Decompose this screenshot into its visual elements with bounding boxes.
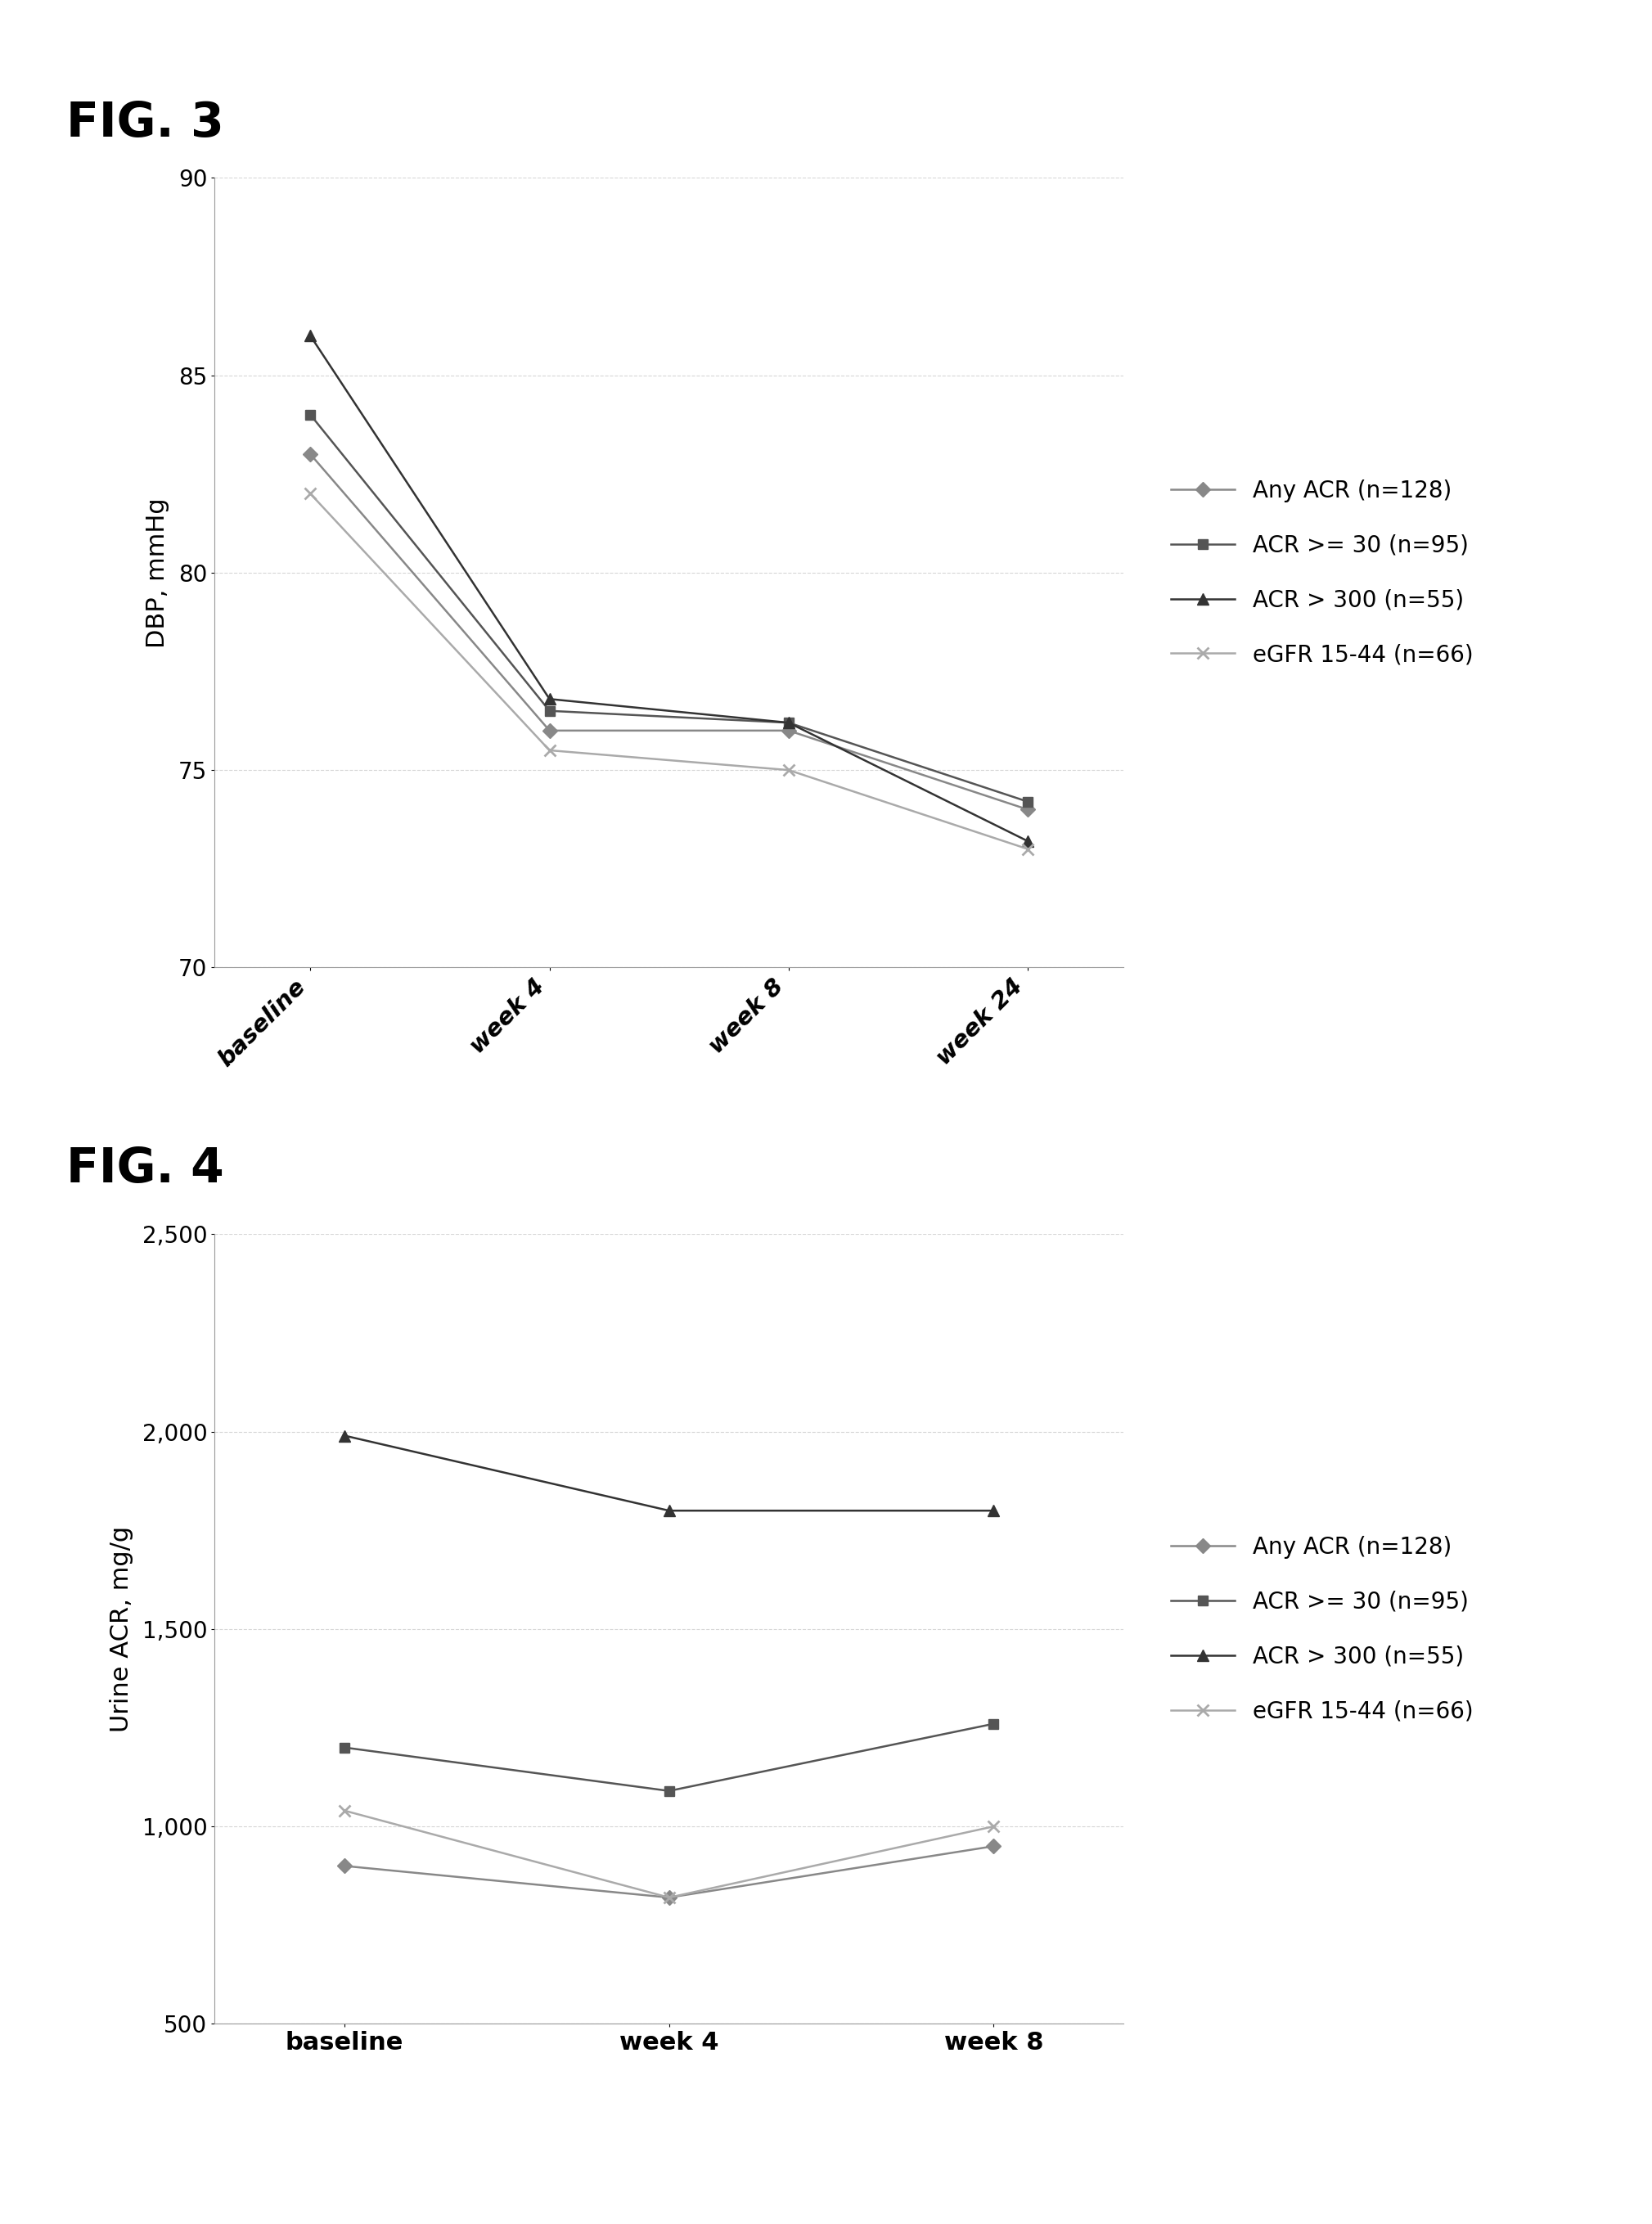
ACR > 300 (n=55) (659, 1497, 679, 1523)
eGFR 15-44 (n=66) (540, 736, 560, 763)
Text: FIG. 4: FIG. 4 (66, 1145, 223, 1192)
ACR > 300 (n=55) (983, 1497, 1003, 1523)
Y-axis label: Urine ACR, mg/g: Urine ACR, mg/g (109, 1526, 134, 1732)
ACR >= 30 (n=95) (301, 400, 320, 427)
Y-axis label: DBP, mmHg: DBP, mmHg (145, 498, 169, 647)
Any ACR (n=128) (335, 1853, 355, 1879)
ACR > 300 (n=55) (540, 685, 560, 712)
eGFR 15-44 (n=66) (301, 480, 320, 507)
Any ACR (n=128) (778, 716, 798, 743)
Any ACR (n=128) (301, 440, 320, 467)
ACR >= 30 (n=95) (778, 709, 798, 736)
ACR > 300 (n=55) (301, 322, 320, 349)
Line: ACR >= 30 (n=95): ACR >= 30 (n=95) (339, 1719, 999, 1797)
eGFR 15-44 (n=66) (778, 756, 798, 783)
Line: ACR > 300 (n=55): ACR > 300 (n=55) (339, 1430, 999, 1517)
ACR > 300 (n=55) (1018, 827, 1037, 854)
ACR >= 30 (n=95) (540, 698, 560, 725)
Any ACR (n=128) (983, 1833, 1003, 1859)
ACR >= 30 (n=95) (659, 1777, 679, 1804)
Legend: Any ACR (n=128), ACR >= 30 (n=95), ACR > 300 (n=55), eGFR 15-44 (n=66): Any ACR (n=128), ACR >= 30 (n=95), ACR >… (1161, 469, 1482, 676)
Line: Any ACR (n=128): Any ACR (n=128) (306, 449, 1032, 814)
Line: eGFR 15-44 (n=66): eGFR 15-44 (n=66) (304, 487, 1034, 854)
eGFR 15-44 (n=66) (983, 1813, 1003, 1839)
Text: FIG. 3: FIG. 3 (66, 100, 223, 147)
Legend: Any ACR (n=128), ACR >= 30 (n=95), ACR > 300 (n=55), eGFR 15-44 (n=66): Any ACR (n=128), ACR >= 30 (n=95), ACR >… (1161, 1526, 1482, 1732)
eGFR 15-44 (n=66) (335, 1797, 355, 1824)
Any ACR (n=128) (659, 1884, 679, 1910)
eGFR 15-44 (n=66) (659, 1884, 679, 1910)
Any ACR (n=128) (540, 716, 560, 743)
ACR > 300 (n=55) (778, 709, 798, 736)
ACR >= 30 (n=95) (335, 1735, 355, 1761)
Any ACR (n=128) (1018, 796, 1037, 823)
ACR >= 30 (n=95) (1018, 787, 1037, 814)
Line: Any ACR (n=128): Any ACR (n=128) (339, 1841, 999, 1902)
eGFR 15-44 (n=66) (1018, 836, 1037, 863)
Line: ACR >= 30 (n=95): ACR >= 30 (n=95) (306, 409, 1032, 807)
ACR > 300 (n=55) (335, 1423, 355, 1450)
ACR >= 30 (n=95) (983, 1710, 1003, 1737)
Line: ACR > 300 (n=55): ACR > 300 (n=55) (304, 329, 1034, 847)
Line: eGFR 15-44 (n=66): eGFR 15-44 (n=66) (339, 1806, 999, 1904)
